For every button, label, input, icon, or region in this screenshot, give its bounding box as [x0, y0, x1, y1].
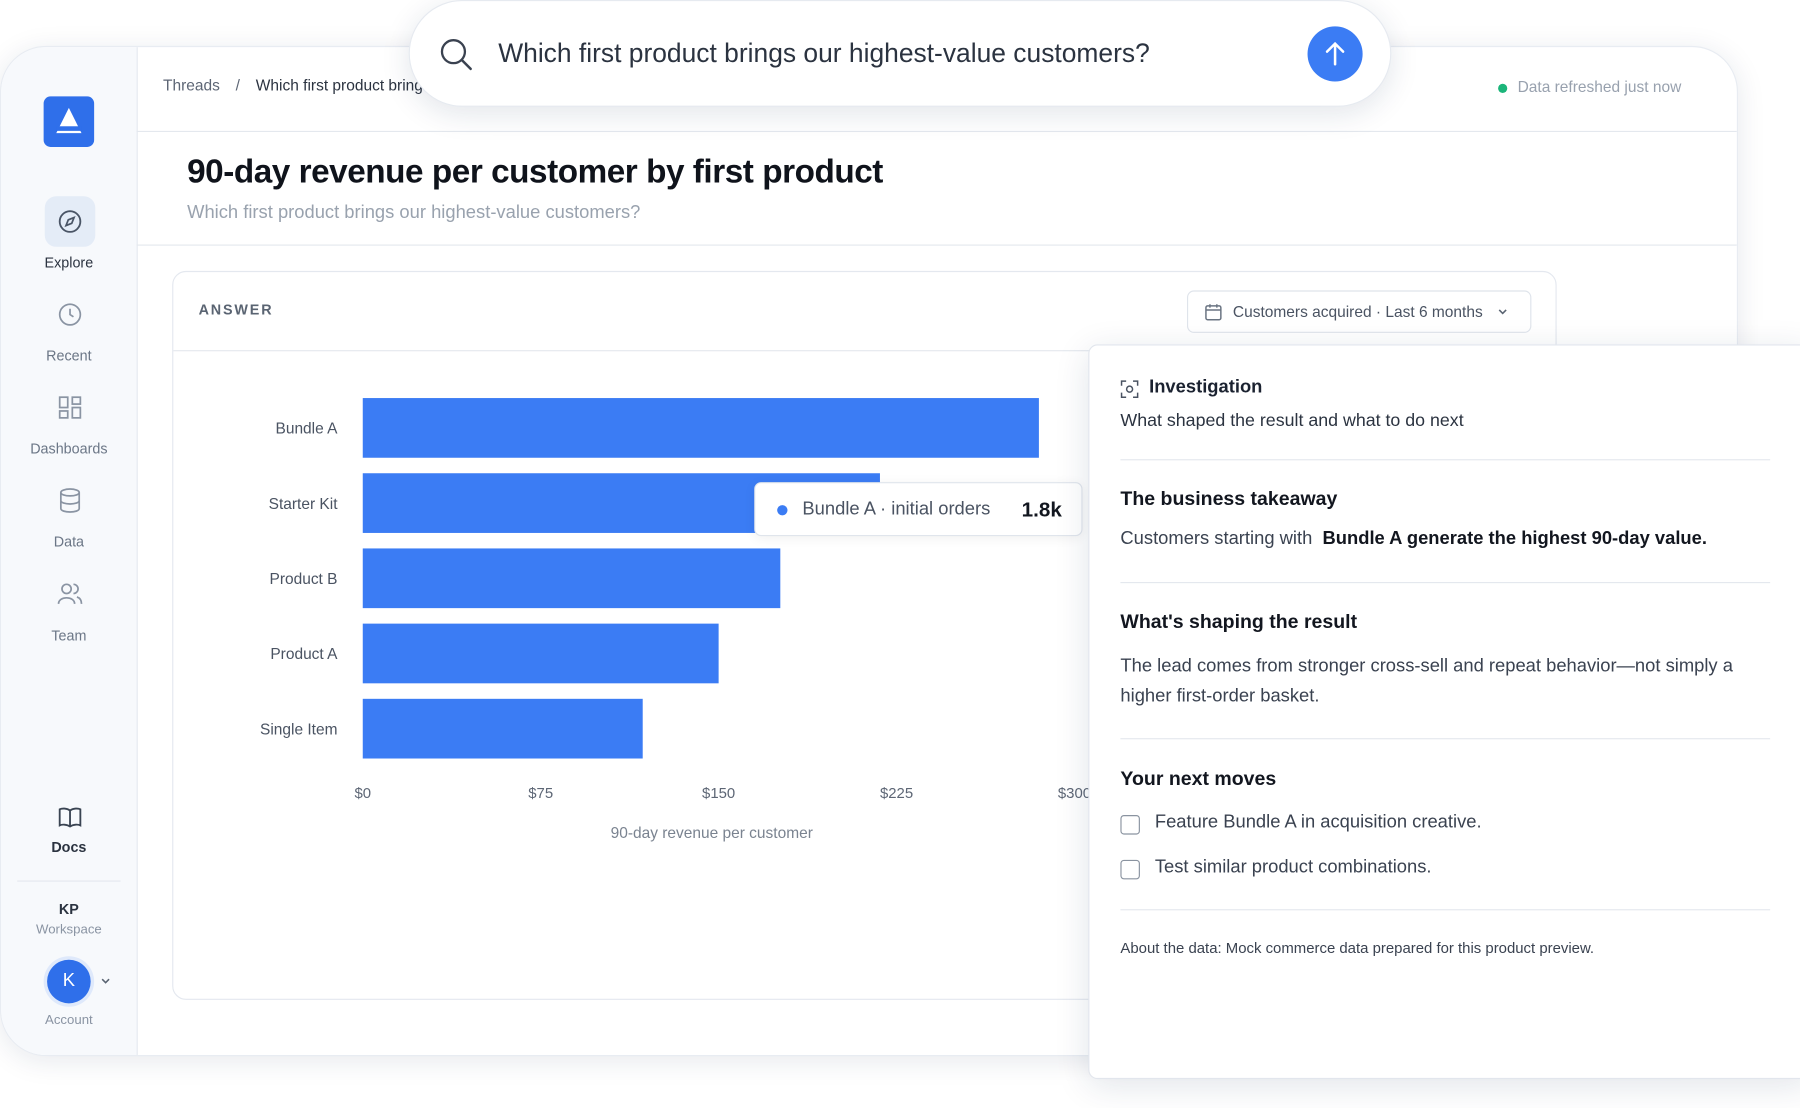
breadcrumb-sep: /: [235, 76, 240, 95]
nav-label: Dashboards: [30, 440, 108, 457]
nav-explore[interactable]: [44, 196, 96, 247]
nav-docs[interactable]: [45, 792, 96, 843]
divider: [1120, 582, 1771, 584]
logo-icon: [56, 107, 82, 134]
x-tick-label: $150: [702, 785, 735, 802]
submit-button[interactable]: [1307, 26, 1363, 82]
nav-label: Team: [51, 627, 87, 645]
divider: [1120, 909, 1771, 911]
y-tick-label: Product A: [270, 646, 338, 663]
nav-label: Recent: [46, 347, 92, 364]
icon: [57, 583, 83, 605]
y-tick-label: Bundle A: [276, 421, 339, 438]
divider: [136, 244, 1737, 246]
logo: [43, 96, 95, 147]
nav-label: Docs: [51, 839, 87, 856]
x-tick-label: $225: [880, 785, 913, 802]
y-tick-label: Product B: [270, 571, 338, 588]
icon: [58, 396, 82, 419]
calendar-icon: [1205, 303, 1222, 320]
x-tick-label: $75: [528, 785, 553, 802]
search-query[interactable]: Which first product brings our highest-v…: [498, 37, 1150, 68]
nav-label: Explore: [44, 254, 94, 271]
chevron: [1498, 308, 1507, 314]
divider: [173, 350, 1556, 352]
icon: [58, 807, 82, 828]
filter-dropdown[interactable]: Customers acquired · Last 6 months: [1186, 290, 1532, 333]
avatar[interactable]: K: [43, 956, 95, 1007]
checkbox[interactable]: [1120, 815, 1140, 835]
x-tick-label: $0: [354, 785, 371, 802]
x-tick-label: $300: [1058, 785, 1091, 802]
bar: [362, 548, 781, 609]
y-tick-label: Starter Kit: [269, 496, 339, 513]
divider: [1120, 738, 1771, 740]
sidebar: Explore Recent Dashboards Data Team Docs…: [1, 47, 138, 1055]
arrow-icon: [1325, 41, 1345, 66]
x-axis-label: 90-day revenue per customer: [611, 825, 813, 842]
bar: [362, 698, 643, 759]
tooltip-value: 1.8k: [1021, 498, 1062, 522]
icon: [59, 488, 81, 513]
divider: [136, 130, 1737, 133]
status-dot: [1498, 83, 1508, 93]
divider: [17, 880, 121, 882]
panel-subtitle: What shaped the result and what to do ne…: [1120, 410, 1464, 431]
nav-dashboards[interactable]: [45, 382, 96, 433]
search-bar[interactable]: Which first product brings our highest-v…: [408, 0, 1392, 107]
workspace-label: Workspace: [35, 922, 102, 937]
investigation-icon: [1120, 380, 1139, 398]
checkbox[interactable]: [1120, 859, 1140, 880]
answer-label: ANSWER: [198, 301, 274, 318]
filter-text: Customers acquired · Last 6 months: [1232, 303, 1483, 321]
tooltip: Bundle A · initial orders 1.8k: [754, 482, 1083, 537]
status-text: Data refreshed just now: [1517, 78, 1682, 96]
takeaway-text: Customers starting with: [1120, 529, 1313, 549]
avatar-initial: K: [47, 959, 91, 1004]
takeaway-bold: Bundle A generate the highest 90-day val…: [1322, 529, 1707, 549]
search-icon: [440, 39, 472, 71]
bar: [362, 398, 1039, 458]
divider: [1120, 459, 1771, 461]
page-title: 90-day revenue per customer by first pro…: [187, 153, 883, 191]
bar: [362, 623, 719, 684]
move-text: Test similar product combinations.: [1154, 857, 1432, 878]
tooltip-text: Bundle A · initial orders: [802, 499, 991, 519]
account-chevron[interactable]: [100, 976, 111, 987]
icon: [58, 210, 82, 233]
nav-team[interactable]: [45, 568, 96, 619]
account-label: Account: [45, 1013, 93, 1028]
nav-label: Data: [53, 533, 85, 550]
panel-title: Investigation: [1149, 377, 1263, 398]
shaping-heading: What's shaping the result: [1120, 610, 1358, 633]
moves-heading: Your next moves: [1120, 767, 1277, 790]
move-text: Feature Bundle A in acquisition creative…: [1154, 812, 1482, 833]
y-tick-label: Single Item: [260, 721, 337, 738]
workspace-initials: KP: [58, 901, 79, 918]
breadcrumb-item[interactable]: Threads: [163, 76, 220, 95]
icon: [58, 303, 82, 326]
nav-data[interactable]: [45, 475, 96, 526]
shaping-text: The lead comes from stronger cross-sell …: [1120, 656, 1733, 706]
takeaway: Customers starting with Bundle A generat…: [1120, 529, 1707, 550]
about-text: About the data: Mock commerce data prepa…: [1120, 939, 1595, 957]
takeaway-heading: The business takeaway: [1120, 487, 1338, 510]
page-subtitle: Which first product brings our highest-v…: [187, 203, 641, 223]
tooltip-dot: [777, 505, 788, 516]
nav-recent[interactable]: [45, 289, 96, 340]
investigation-panel: Investigation What shaped the result and…: [1088, 344, 1800, 1080]
